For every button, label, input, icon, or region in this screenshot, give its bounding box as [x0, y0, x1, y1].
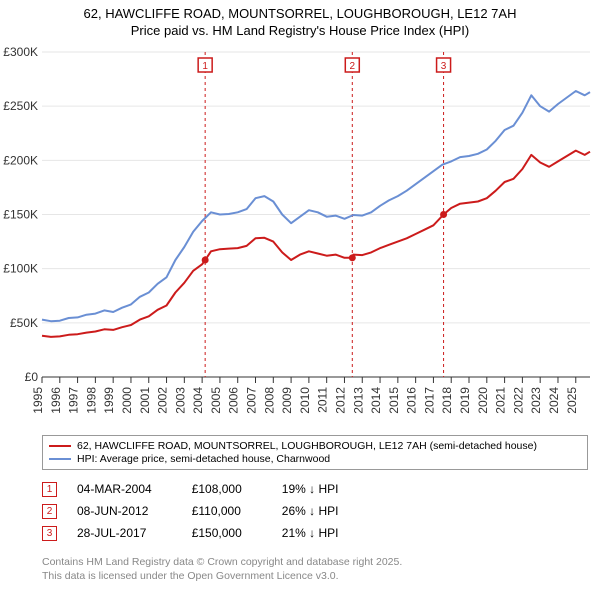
footer-line1: Contains HM Land Registry data © Crown c…: [42, 556, 402, 570]
legend-swatch: [49, 458, 71, 460]
svg-text:2006: 2006: [227, 387, 241, 414]
legend-label: 62, HAWCLIFFE ROAD, MOUNTSORREL, LOUGHBO…: [77, 440, 537, 452]
svg-text:2013: 2013: [351, 387, 365, 414]
sale-delta: 19% ↓ HPI: [282, 478, 339, 500]
svg-text:2010: 2010: [298, 387, 312, 414]
svg-text:2018: 2018: [440, 387, 454, 414]
sale-marker-box: 3: [42, 526, 57, 541]
svg-text:2008: 2008: [262, 387, 276, 414]
svg-text:2001: 2001: [138, 387, 152, 414]
footer-line2: This data is licensed under the Open Gov…: [42, 570, 402, 584]
sale-price: £108,000: [192, 478, 282, 500]
svg-text:£150K: £150K: [3, 208, 38, 222]
svg-text:1998: 1998: [84, 387, 98, 414]
svg-text:1999: 1999: [102, 387, 116, 414]
svg-text:2000: 2000: [120, 387, 134, 414]
sale-marker-box: 1: [42, 482, 57, 497]
svg-text:£250K: £250K: [3, 99, 38, 113]
svg-text:3: 3: [441, 61, 447, 72]
sale-date: 08-JUN-2012: [77, 500, 192, 522]
svg-text:2015: 2015: [387, 387, 401, 414]
svg-text:£0: £0: [25, 370, 39, 384]
sale-delta: 26% ↓ HPI: [282, 500, 339, 522]
footer: Contains HM Land Registry data © Crown c…: [42, 556, 402, 583]
svg-text:£200K: £200K: [3, 153, 38, 167]
svg-text:2004: 2004: [191, 387, 205, 414]
sales-table: 1 04-MAR-2004£108,00019% ↓ HPI 2 08-JUN-201…: [42, 478, 338, 544]
title-line1: 62, HAWCLIFFE ROAD, MOUNTSORREL, LOUGHBO…: [0, 6, 600, 23]
svg-text:2: 2: [350, 61, 356, 72]
legend-row: HPI: Average price, semi-detached house,…: [49, 453, 581, 465]
legend-swatch: [49, 445, 71, 447]
svg-text:£50K: £50K: [10, 316, 38, 330]
table-row: 3 28-JUL-2017£150,00021% ↓ HPI: [42, 522, 338, 544]
price-chart: £0 £50K £100K £150K £200K £250K £300K 1995 1996 1…: [0, 42, 600, 432]
svg-text:2012: 2012: [333, 387, 347, 414]
svg-text:2021: 2021: [494, 387, 508, 414]
svg-text:2003: 2003: [173, 387, 187, 414]
sale-price: £150,000: [192, 522, 282, 544]
svg-text:2014: 2014: [369, 387, 383, 414]
legend: 62, HAWCLIFFE ROAD, MOUNTSORREL, LOUGHBO…: [42, 435, 588, 470]
sale-date: 04-MAR-2004: [77, 478, 192, 500]
sale-delta: 21% ↓ HPI: [282, 522, 339, 544]
page: 62, HAWCLIFFE ROAD, MOUNTSORREL, LOUGHBO…: [0, 0, 600, 590]
svg-text:2019: 2019: [458, 387, 472, 414]
svg-text:2016: 2016: [405, 387, 419, 414]
sale-date: 28-JUL-2017: [77, 522, 192, 544]
svg-text:£300K: £300K: [3, 45, 38, 59]
svg-text:1: 1: [202, 61, 208, 72]
title-line2: Price paid vs. HM Land Registry's House …: [0, 23, 600, 40]
svg-text:2022: 2022: [511, 387, 525, 414]
svg-text:2011: 2011: [316, 387, 330, 413]
svg-text:2023: 2023: [529, 387, 543, 414]
svg-text:2024: 2024: [547, 387, 561, 414]
svg-text:2007: 2007: [245, 387, 259, 414]
svg-text:1997: 1997: [67, 387, 81, 414]
title-block: 62, HAWCLIFFE ROAD, MOUNTSORREL, LOUGHBO…: [0, 0, 600, 40]
svg-text:2025: 2025: [565, 387, 579, 414]
legend-row: 62, HAWCLIFFE ROAD, MOUNTSORREL, LOUGHBO…: [49, 440, 581, 452]
svg-text:1995: 1995: [31, 387, 45, 414]
svg-text:1996: 1996: [49, 387, 63, 414]
sale-marker-box: 2: [42, 504, 57, 519]
svg-text:2020: 2020: [476, 387, 490, 414]
svg-text:2002: 2002: [156, 387, 170, 414]
svg-text:2017: 2017: [422, 387, 436, 414]
sale-price: £110,000: [192, 500, 282, 522]
legend-label: HPI: Average price, semi-detached house,…: [77, 453, 330, 465]
svg-text:2009: 2009: [280, 387, 294, 414]
table-row: 1 04-MAR-2004£108,00019% ↓ HPI: [42, 478, 338, 500]
table-row: 2 08-JUN-2012£110,00026% ↓ HPI: [42, 500, 338, 522]
svg-text:2005: 2005: [209, 387, 223, 414]
svg-text:£100K: £100K: [3, 262, 38, 276]
